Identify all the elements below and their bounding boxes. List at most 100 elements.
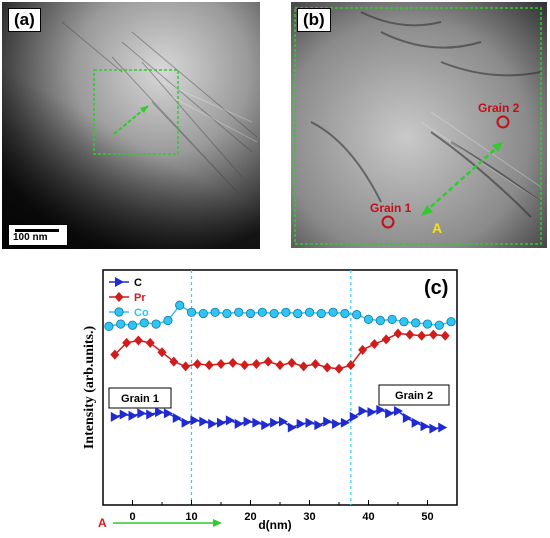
legend-marker bbox=[115, 277, 124, 287]
data-point-c bbox=[234, 418, 244, 429]
data-point-c bbox=[402, 413, 412, 424]
tem-image-b: Grain 2 Grain 1 A (b) bbox=[291, 2, 547, 248]
data-point-pr bbox=[381, 334, 391, 345]
panel-label-c: (c) bbox=[424, 277, 448, 299]
data-point-c bbox=[110, 411, 120, 422]
data-point-pr bbox=[145, 337, 155, 348]
data-point-co bbox=[198, 308, 208, 319]
data-point-co bbox=[316, 308, 326, 319]
x-axis-label: d(nm) bbox=[258, 518, 291, 532]
data-point-c bbox=[367, 407, 377, 418]
data-point-c bbox=[376, 404, 386, 415]
tem-texture-b: Grain 2 Grain 1 A bbox=[291, 2, 547, 248]
data-point-pr bbox=[263, 356, 273, 367]
data-point-co bbox=[257, 307, 267, 317]
data-point-c bbox=[208, 418, 218, 429]
data-point-c bbox=[411, 417, 421, 428]
data-point-c bbox=[420, 421, 430, 432]
data-point-c bbox=[155, 407, 165, 418]
data-point-co bbox=[186, 307, 197, 317]
data-point-c bbox=[349, 411, 359, 422]
grain1-box-label: Grain 1 bbox=[121, 393, 159, 405]
profile-arrow-b bbox=[424, 143, 502, 213]
data-point-co bbox=[104, 321, 114, 331]
data-point-c bbox=[278, 416, 288, 427]
x-tick-label: 0 bbox=[129, 511, 135, 523]
data-point-co bbox=[151, 319, 161, 329]
x-tick-label: 20 bbox=[244, 511, 256, 523]
data-point-co bbox=[422, 319, 433, 329]
panel-label-b: (b) bbox=[297, 8, 331, 32]
data-point-c bbox=[296, 418, 306, 429]
data-point-co bbox=[293, 308, 303, 319]
data-point-c bbox=[163, 408, 173, 419]
data-point-co bbox=[163, 315, 173, 326]
data-point-co bbox=[127, 320, 138, 330]
data-point-c bbox=[128, 410, 138, 421]
data-point-co bbox=[446, 317, 456, 327]
line-profile-chart: 0 10 20 30 40 50 d(nm) Intensity (arb.units.) (c… bbox=[80, 266, 550, 533]
data-point-co bbox=[411, 318, 421, 328]
data-point-co bbox=[363, 314, 374, 324]
data-point-pr bbox=[358, 344, 368, 355]
grain1-marker bbox=[381, 215, 395, 229]
data-point-pr bbox=[440, 330, 450, 341]
tem-image-a: (a) 100 nm bbox=[2, 2, 260, 249]
data-point-c bbox=[243, 416, 253, 427]
data-point-c bbox=[429, 423, 439, 434]
data-point-c bbox=[385, 408, 395, 419]
data-point-pr bbox=[299, 361, 309, 372]
data-point-c bbox=[323, 416, 333, 427]
legend-marker bbox=[114, 307, 124, 317]
data-point-pr bbox=[369, 339, 379, 350]
panel-label-a: (a) bbox=[8, 8, 41, 32]
data-point-c bbox=[287, 422, 297, 433]
data-point-co bbox=[328, 307, 338, 317]
data-point-pr bbox=[169, 356, 179, 367]
data-point-co bbox=[234, 307, 244, 317]
grain2-marker bbox=[496, 115, 510, 129]
data-point-c bbox=[261, 420, 271, 431]
data-point-pr bbox=[110, 349, 120, 360]
data-point-co bbox=[210, 307, 220, 317]
data-point-co bbox=[352, 310, 362, 320]
data-point-co bbox=[434, 320, 444, 330]
scale-bar: 100 nm bbox=[8, 224, 68, 246]
data-point-c bbox=[181, 417, 191, 428]
y-axis-label: Intensity (arb.units.) bbox=[82, 326, 97, 450]
data-point-co bbox=[139, 318, 149, 328]
data-point-c bbox=[199, 416, 209, 427]
data-point-c bbox=[305, 417, 315, 428]
x-tick-label: 10 bbox=[185, 511, 197, 523]
grain2-box bbox=[378, 384, 450, 406]
zoom-region-box bbox=[93, 69, 179, 155]
data-point-pr bbox=[240, 360, 250, 371]
data-point-pr bbox=[346, 360, 356, 371]
data-point-co bbox=[375, 315, 385, 326]
data-point-co bbox=[116, 319, 126, 329]
chart-svg: 0 10 20 30 40 50 d(nm) Intensity (arb.units.) (c… bbox=[82, 269, 458, 532]
data-point-pr bbox=[275, 360, 285, 371]
legend-marker bbox=[114, 292, 124, 302]
data-point-c bbox=[394, 406, 403, 416]
data-point-pr bbox=[133, 335, 143, 346]
legend-label: Co bbox=[134, 307, 149, 319]
data-point-co bbox=[175, 300, 185, 310]
data-point-pr bbox=[204, 360, 214, 371]
grain2-label: Grain 2 bbox=[478, 101, 520, 115]
x-tick-label: 50 bbox=[421, 511, 433, 523]
data-point-pr bbox=[334, 363, 344, 374]
data-point-pr bbox=[322, 362, 332, 373]
grain1-label: Grain 1 bbox=[370, 201, 412, 215]
data-point-pr bbox=[417, 330, 427, 341]
data-point-c bbox=[146, 409, 156, 420]
data-point-pr bbox=[405, 329, 415, 340]
data-point-co bbox=[340, 308, 350, 319]
x-tick-label: 30 bbox=[303, 511, 315, 523]
data-point-c bbox=[190, 415, 200, 426]
data-point-c bbox=[225, 415, 235, 426]
data-point-pr bbox=[122, 337, 132, 348]
data-point-co bbox=[304, 307, 315, 317]
data-point-co bbox=[399, 317, 409, 327]
data-point-co bbox=[387, 314, 397, 324]
